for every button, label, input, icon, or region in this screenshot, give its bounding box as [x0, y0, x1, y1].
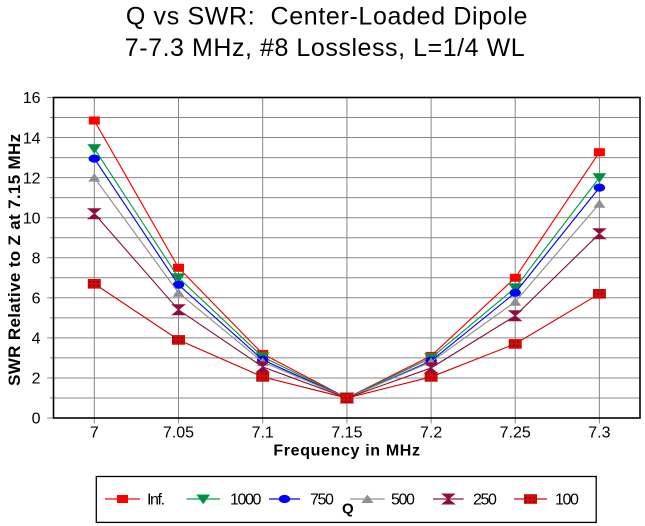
svg-text:750: 750: [310, 492, 334, 509]
svg-text:14: 14: [23, 130, 41, 147]
svg-text:2: 2: [32, 371, 41, 388]
svg-text:8: 8: [32, 250, 41, 267]
svg-text:7.3: 7.3: [588, 424, 610, 441]
svg-text:7-7.3 MHz, #8 Lossless, L=1/4: 7-7.3 MHz, #8 Lossless, L=1/4 WL: [125, 34, 525, 62]
svg-text:Q: Q: [342, 501, 354, 518]
svg-text:Q vs SWR: Center-Loaded Dipol: Q vs SWR: Center-Loaded Dipole: [126, 3, 528, 31]
svg-text:1000: 1000: [230, 492, 261, 509]
svg-text:Inf.: Inf.: [147, 492, 164, 509]
svg-text:0: 0: [32, 411, 41, 428]
svg-text:16: 16: [23, 90, 41, 107]
svg-text:7.15: 7.15: [331, 424, 362, 441]
svg-text:4: 4: [32, 331, 41, 348]
svg-text:500: 500: [391, 492, 415, 509]
svg-text:6: 6: [32, 291, 41, 308]
svg-text:7: 7: [90, 424, 99, 441]
svg-text:10: 10: [23, 210, 41, 227]
svg-text:12: 12: [23, 170, 41, 187]
svg-text:7.2: 7.2: [420, 424, 442, 441]
svg-text:Frequency in MHz: Frequency in MHz: [273, 443, 420, 460]
svg-text:7.1: 7.1: [252, 424, 274, 441]
svg-text:SWR Relative to Z at 7.15 MHz: SWR Relative to Z at 7.15 MHz: [5, 134, 24, 386]
svg-text:7.05: 7.05: [163, 424, 194, 441]
svg-text:250: 250: [473, 492, 497, 509]
svg-text:100: 100: [555, 492, 579, 509]
svg-text:7.25: 7.25: [500, 424, 531, 441]
